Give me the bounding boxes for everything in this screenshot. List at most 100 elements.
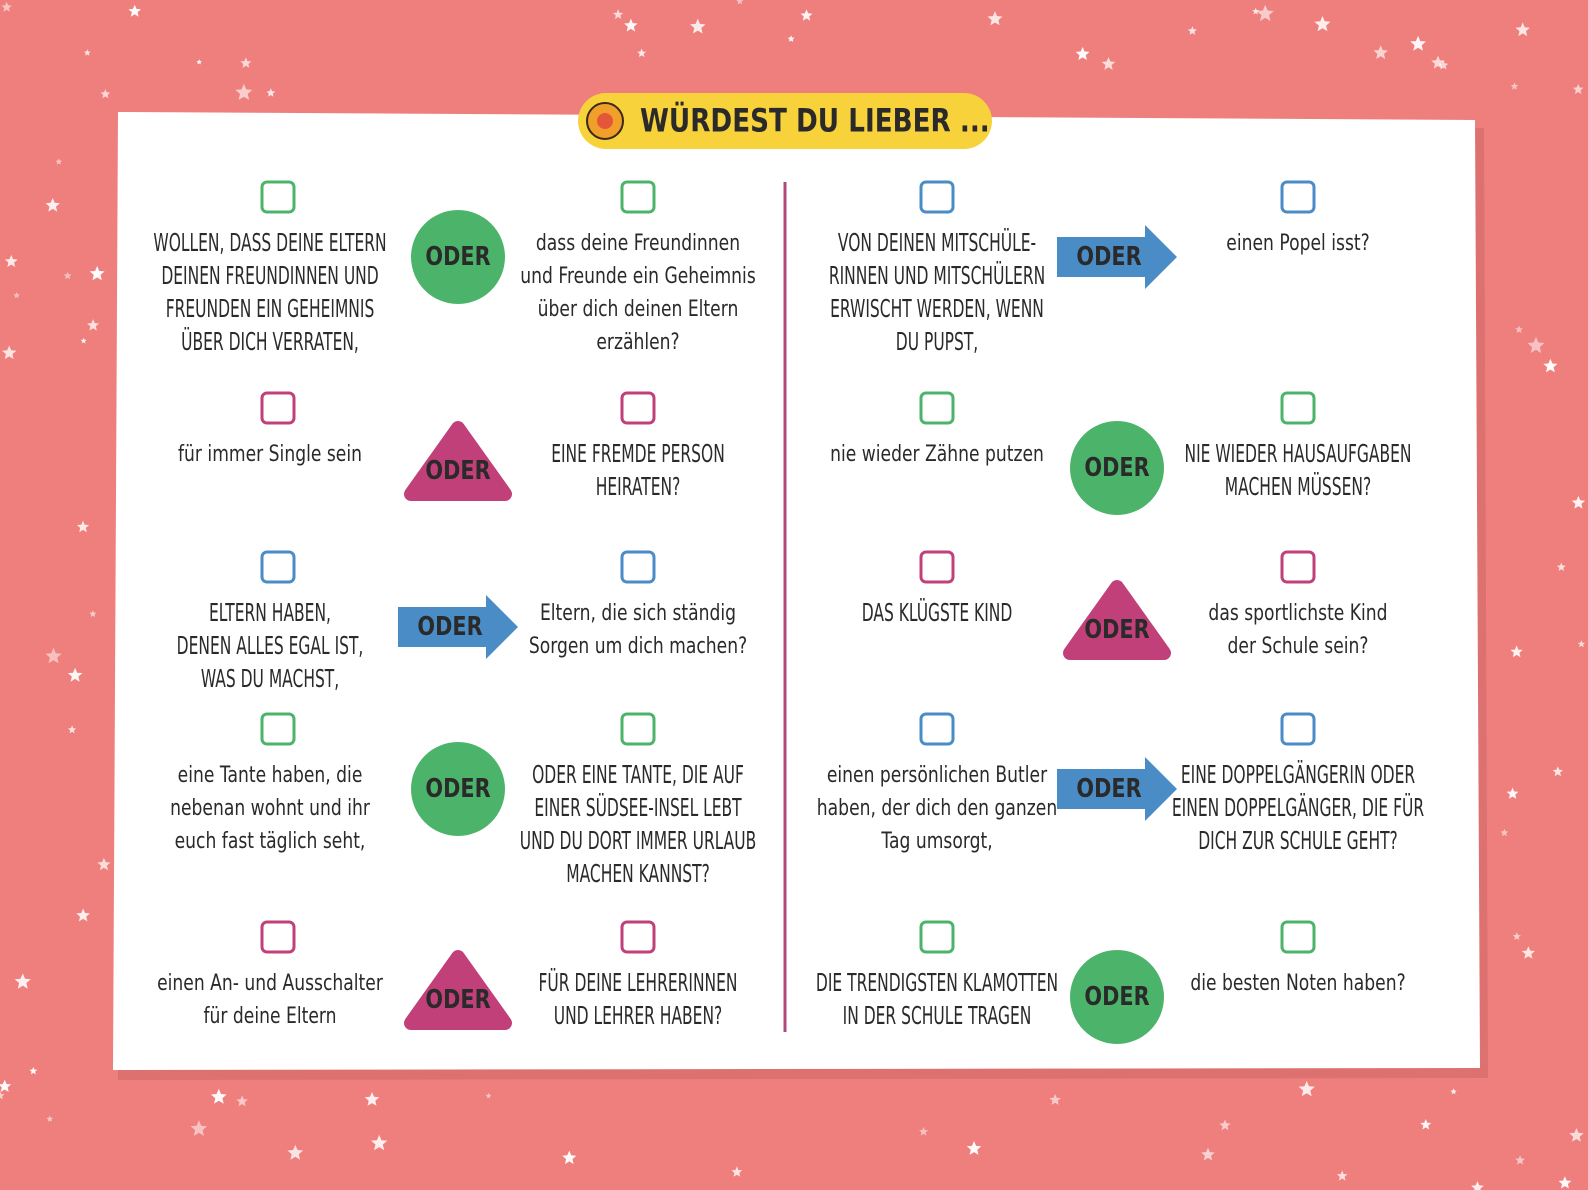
checkbox[interactable] (1280, 391, 1316, 425)
star (690, 18, 706, 34)
star (1521, 946, 1535, 959)
star (624, 18, 638, 32)
star (190, 1120, 208, 1136)
option-text: erzählen? (596, 329, 679, 355)
star (1201, 1147, 1215, 1161)
star (1410, 35, 1426, 51)
oder-circle (411, 742, 505, 836)
star (100, 89, 111, 99)
checkbox[interactable] (919, 712, 955, 746)
option-text: MACHEN MÜSSEN? (1225, 471, 1371, 501)
star (1506, 787, 1519, 799)
option-text: EINE FREMDE PERSON (551, 439, 725, 468)
option-text: nebenan wohnt und ihr (170, 795, 371, 821)
star (1569, 1128, 1584, 1142)
star (485, 1092, 492, 1099)
star (1187, 26, 1197, 35)
star (266, 88, 276, 97)
checkbox[interactable] (1280, 180, 1316, 214)
option-text: ÜBER DICH VERRATEN, (181, 326, 359, 356)
star (1450, 1088, 1457, 1095)
star (1219, 1119, 1231, 1131)
checkbox[interactable] (919, 391, 955, 425)
checkbox[interactable] (260, 920, 296, 954)
content: WOLLEN, DASS DEINE ELTERN DEINEN FREUNDIN… (153, 180, 1424, 1044)
checkbox[interactable] (620, 391, 656, 425)
option-text: ODER EINE TANTE, DIE AUF (532, 760, 744, 789)
checkbox[interactable] (1280, 920, 1316, 954)
option-text: FREUNDEN EIN GEHEIMNIS (166, 294, 375, 323)
checkbox[interactable] (620, 550, 656, 584)
star (0, 1091, 5, 1100)
option-text: der Schule sein? (1227, 633, 1368, 659)
star (128, 4, 141, 17)
star (0, 1079, 12, 1092)
option-text: DICH ZUR SCHULE GEHT? (1198, 826, 1398, 855)
star (1543, 358, 1558, 373)
star (1556, 562, 1566, 571)
oder-label: ODER (1076, 241, 1141, 272)
star (1049, 1093, 1061, 1105)
option-text: WAS DU MACHST, (201, 664, 339, 693)
option-text: dass deine Freundinnen (536, 230, 740, 256)
checkbox[interactable] (1280, 712, 1316, 746)
star (1471, 1181, 1484, 1190)
star (1431, 55, 1445, 69)
option-text: DEINEN FREUNDINNEN UND (161, 261, 378, 290)
star (1552, 766, 1563, 777)
checkbox[interactable] (260, 712, 296, 746)
checkbox[interactable] (620, 920, 656, 954)
star (1252, 7, 1260, 15)
star (562, 1150, 577, 1165)
star (2, 345, 17, 360)
star (736, 0, 744, 5)
option-text: einen An- und Ausschalter (157, 970, 384, 996)
star (1515, 22, 1530, 37)
star (196, 59, 202, 65)
checkbox[interactable] (919, 550, 955, 584)
star (89, 610, 97, 617)
option-text: UND LEHRER HABEN? (554, 1001, 723, 1030)
title-pill (578, 93, 992, 149)
star (1, 1, 12, 12)
star (637, 48, 647, 57)
star (1573, 84, 1584, 94)
star (987, 11, 1003, 26)
oder-label: ODER (425, 455, 490, 486)
oder-circle (1070, 421, 1164, 515)
option-text: einen Popel isst? (1226, 230, 1369, 256)
star (364, 1092, 380, 1106)
checkbox[interactable] (620, 712, 656, 746)
checkbox[interactable] (620, 180, 656, 214)
star (1256, 4, 1274, 22)
checkbox[interactable] (260, 391, 296, 425)
sun-core (597, 113, 613, 129)
star (1336, 1170, 1348, 1181)
checkbox[interactable] (260, 550, 296, 584)
option-text: RINNEN UND MITSCHÜLERN (829, 260, 1045, 290)
star (240, 57, 252, 68)
oder-arrow (398, 595, 518, 659)
oder-label: ODER (1084, 452, 1149, 483)
star (4, 254, 18, 267)
star (55, 158, 63, 165)
checkbox[interactable] (919, 180, 955, 214)
star (1515, 325, 1523, 334)
option-text: EINER SÜDSEE-INSEL LEBT (534, 792, 742, 822)
checkbox[interactable] (919, 920, 955, 954)
star (1558, 1176, 1572, 1189)
star (1527, 336, 1545, 354)
oder-label: ODER (1084, 614, 1149, 645)
checkbox[interactable] (1280, 550, 1316, 584)
star (371, 1134, 388, 1151)
option-text: Sorgen um dich machen? (529, 633, 747, 659)
oder-label: ODER (417, 611, 482, 642)
star (13, 292, 20, 299)
star (63, 271, 72, 280)
oder-circle (1070, 950, 1164, 1044)
star (1510, 645, 1523, 658)
checkbox[interactable] (260, 180, 296, 214)
star (83, 49, 91, 56)
star (97, 857, 111, 871)
